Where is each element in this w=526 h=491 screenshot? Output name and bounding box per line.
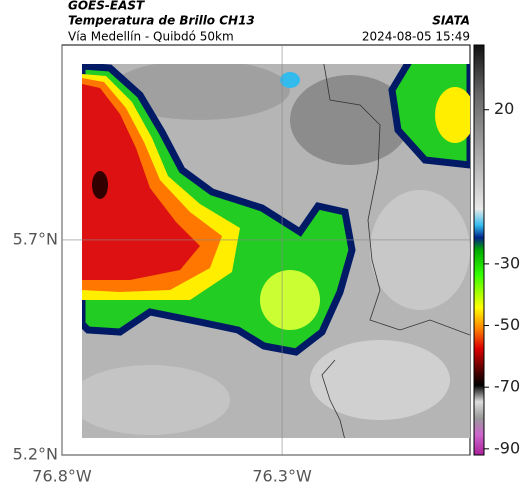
lon-tick-label: 76.8°W [32, 467, 92, 486]
timestamp: 2024-08-05 15:49 [362, 30, 470, 44]
lat-tick-label: 5.7°N [13, 229, 58, 248]
route: Vía Medellín - Quibdó 50km [68, 30, 234, 44]
colorbar-tick-label: -30 [494, 253, 520, 272]
colorbar [473, 44, 485, 456]
colorbar-tick-label: -70 [494, 377, 520, 396]
source: SIATA [432, 14, 470, 28]
lat-tick-label: 5.2°N [13, 445, 58, 464]
subtitle: Temperatura de Brillo CH13 [68, 14, 255, 28]
colorbar-tick-label: 20 [494, 99, 514, 118]
colorbar-tick-label: -90 [494, 438, 520, 457]
imagery [82, 64, 470, 438]
title: GOES-EAST [68, 0, 145, 13]
lon-tick-label: 76.3°W [252, 467, 312, 486]
colorbar-tick-label: -50 [494, 315, 520, 334]
